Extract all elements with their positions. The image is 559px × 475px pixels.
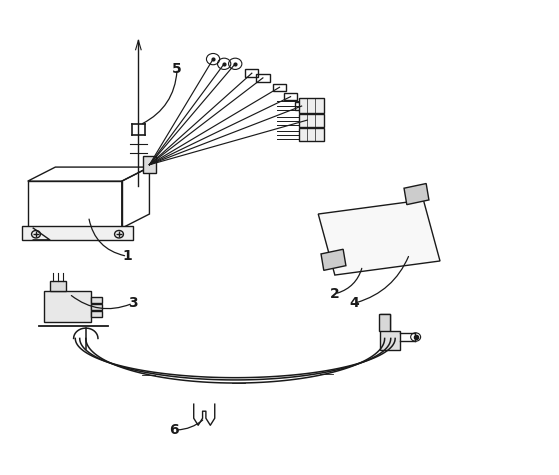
Polygon shape — [379, 314, 390, 332]
Text: 2: 2 — [330, 287, 340, 301]
Polygon shape — [318, 200, 440, 275]
Polygon shape — [404, 183, 429, 205]
Polygon shape — [22, 226, 133, 240]
Polygon shape — [380, 314, 400, 350]
Text: 3: 3 — [128, 296, 138, 310]
Polygon shape — [50, 281, 67, 292]
Text: 5: 5 — [172, 61, 182, 76]
Polygon shape — [91, 297, 102, 303]
Polygon shape — [143, 156, 156, 173]
Polygon shape — [299, 114, 324, 127]
Polygon shape — [44, 292, 91, 322]
Text: 6: 6 — [169, 423, 179, 437]
Polygon shape — [91, 304, 102, 310]
Polygon shape — [299, 98, 324, 113]
Polygon shape — [91, 311, 102, 317]
Polygon shape — [321, 249, 346, 270]
Text: 4: 4 — [349, 296, 359, 310]
Polygon shape — [299, 128, 324, 141]
Text: 1: 1 — [122, 249, 132, 263]
